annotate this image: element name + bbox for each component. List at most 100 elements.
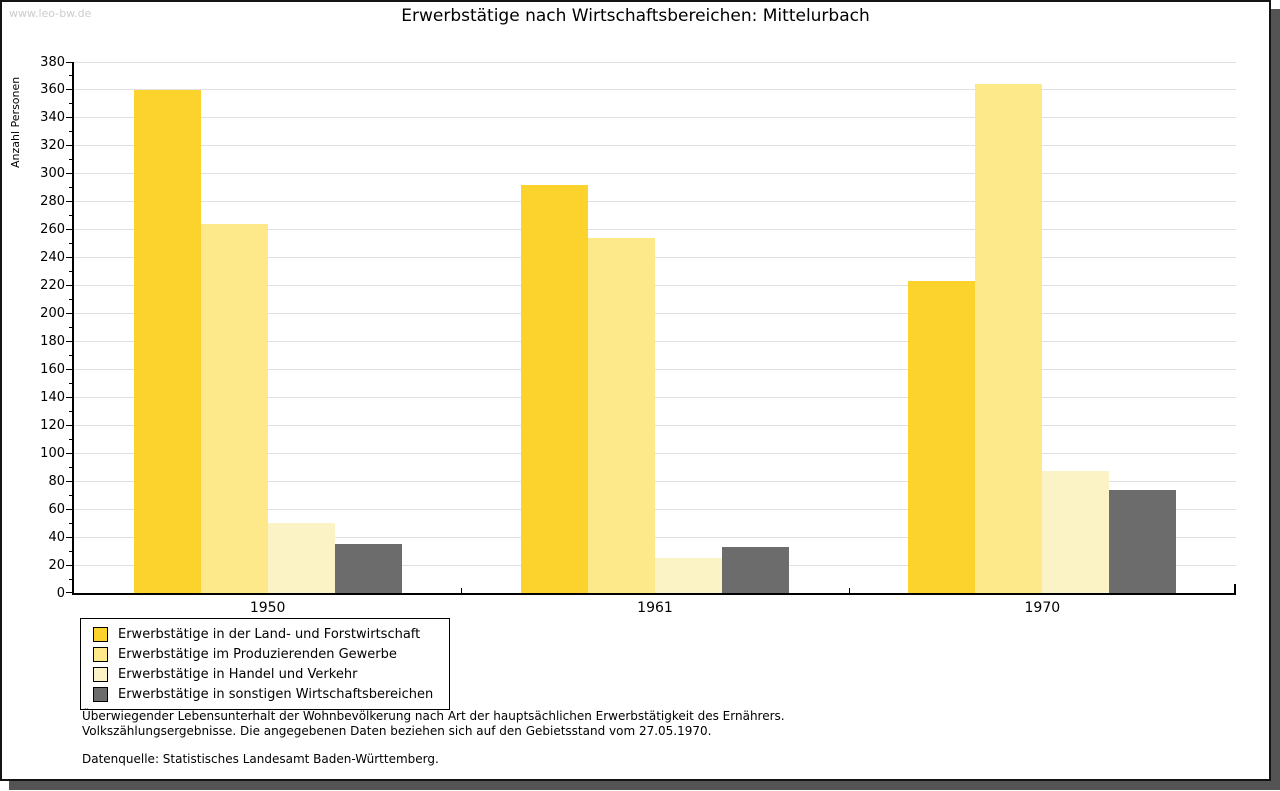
- y-tick-label-40: 40: [48, 529, 65, 545]
- bar-1950-series-2: [200, 224, 268, 593]
- y-tick-label-80: 80: [48, 473, 65, 489]
- y-tick-label-380: 380: [40, 54, 65, 70]
- y-tick-100: [66, 452, 72, 454]
- y-tick-340: [66, 117, 72, 119]
- y-tick-40: [66, 536, 72, 538]
- y-tick-label-320: 320: [40, 138, 65, 154]
- gridline-360: [74, 89, 1236, 91]
- y-minor-tick-50: [69, 522, 72, 524]
- y-tick-label-220: 220: [40, 278, 65, 294]
- bar-1961-series-2: [588, 238, 655, 593]
- y-tick-320: [66, 145, 72, 147]
- bar-1961-series-1: [521, 184, 588, 593]
- y-minor-tick-330: [69, 131, 72, 133]
- y-tick-160: [66, 368, 72, 370]
- y-tick-label-240: 240: [40, 250, 65, 266]
- y-tick-label-20: 20: [48, 557, 65, 573]
- gridline-40: [74, 536, 1236, 538]
- gridline-340: [74, 117, 1236, 119]
- legend-swatch-icon: [93, 626, 108, 642]
- bar-1961-series-4: [722, 546, 789, 593]
- plot-area: 0 20 40 60 80 100 120 140 160 180 200 220 240 260 280 3…: [40, 56, 1236, 616]
- bar-1970-series-1: [908, 281, 976, 593]
- y-tick-20: [66, 564, 72, 566]
- y-minor-tick-310: [69, 159, 72, 161]
- legend-row-1: Erwerbstätige in der Land- und Forstwirt…: [93, 624, 441, 644]
- y-minor-tick-30: [69, 550, 72, 552]
- y-tick-label-0: 0: [56, 585, 65, 601]
- y-tick-label-360: 360: [40, 82, 65, 98]
- gridline-180: [74, 340, 1236, 342]
- watermark: www.leo-bw.de: [9, 7, 92, 20]
- y-tick-360: [66, 89, 72, 91]
- gridline-120: [74, 424, 1236, 426]
- y-minor-tick-230: [69, 271, 72, 273]
- y-minor-tick-170: [69, 354, 72, 356]
- y-tick-120: [66, 424, 72, 426]
- y-tick-200: [66, 313, 72, 315]
- y-minor-tick-190: [69, 327, 72, 328]
- y-tick-label-160: 160: [40, 361, 65, 377]
- legend-row-3: Erwerbstätige in Handel und Verkehr: [93, 664, 441, 684]
- gridline-160: [74, 368, 1236, 370]
- y-tick-0: [66, 592, 72, 593]
- y-minor-tick-350: [69, 103, 72, 105]
- y-tick-140: [66, 396, 72, 398]
- y-minor-tick-70: [69, 494, 72, 496]
- y-tick-label-100: 100: [40, 445, 65, 461]
- x-tick-label-1970: 1970: [1024, 600, 1061, 616]
- bar-1970-series-3: [1042, 471, 1110, 593]
- gridline-200: [74, 313, 1236, 315]
- y-tick-label-140: 140: [40, 389, 65, 405]
- data-source: Datenquelle: Statistisches Landesamt Bad…: [82, 752, 439, 766]
- gridline-220: [74, 285, 1236, 287]
- legend-label: Erwerbstätige in der Land- und Forstwirt…: [118, 626, 421, 642]
- y-minor-tick-210: [69, 299, 72, 301]
- gridline-320: [74, 145, 1236, 147]
- y-tick-260: [66, 229, 72, 231]
- y-minor-tick-290: [69, 187, 72, 189]
- y-tick-label-300: 300: [40, 166, 65, 182]
- legend-swatch-icon: [93, 666, 108, 682]
- y-tick-label-280: 280: [40, 194, 65, 210]
- legend-row-2: Erwerbstätige im Produzierenden Gewerbe: [93, 644, 441, 664]
- gridline-380: [74, 61, 1236, 63]
- y-tick-label-180: 180: [40, 333, 65, 349]
- y-tick-label-340: 340: [40, 110, 65, 126]
- y-axis-label: Anzahl Personen: [9, 76, 22, 168]
- legend-label: Erwerbstätige im Produzierenden Gewerbe: [118, 646, 397, 662]
- y-tick-220: [66, 285, 72, 287]
- y-minor-tick-10: [69, 578, 72, 580]
- y-minor-tick-270: [69, 215, 72, 217]
- y-tick-280: [66, 201, 72, 203]
- y-tick-380: [66, 61, 72, 63]
- y-tick-label-200: 200: [40, 306, 65, 322]
- gridline-280: [74, 201, 1236, 203]
- y-tick-label-120: 120: [40, 417, 65, 433]
- x-tick-label-1961: 1961: [637, 600, 673, 616]
- footer-note-line-1: Überwiegender Lebensunterhalt der Wohnbe…: [82, 709, 785, 723]
- x-tick-label-1950: 1950: [249, 600, 286, 616]
- gridline-60: [74, 508, 1236, 510]
- legend-label: Erwerbstätige in Handel und Verkehr: [118, 666, 358, 682]
- legend-swatch-icon: [93, 646, 108, 662]
- chart-legend: Erwerbstätige in der Land- und Forstwirt…: [80, 618, 450, 710]
- y-minor-tick-130: [69, 410, 72, 412]
- legend-swatch-icon: [93, 686, 108, 702]
- y-minor-tick-110: [69, 438, 72, 440]
- legend-row-4: Erwerbstätige in sonstigen Wirtschaftsbe…: [93, 684, 441, 704]
- bar-1961-series-3: [655, 558, 722, 593]
- y-tick-label-260: 260: [40, 222, 65, 238]
- gridline-80: [74, 480, 1236, 482]
- y-tick-300: [66, 173, 72, 175]
- bar-1970-series-2: [975, 84, 1043, 593]
- y-minor-tick-150: [69, 382, 72, 384]
- bar-1970-series-4: [1109, 489, 1177, 593]
- gridline-140: [74, 396, 1236, 398]
- legend-label: Erwerbstätige in sonstigen Wirtschaftsbe…: [118, 686, 434, 702]
- y-minor-tick-370: [69, 75, 72, 77]
- y-tick-180: [66, 340, 72, 342]
- y-minor-tick-250: [69, 243, 72, 245]
- gridline-300: [74, 173, 1236, 175]
